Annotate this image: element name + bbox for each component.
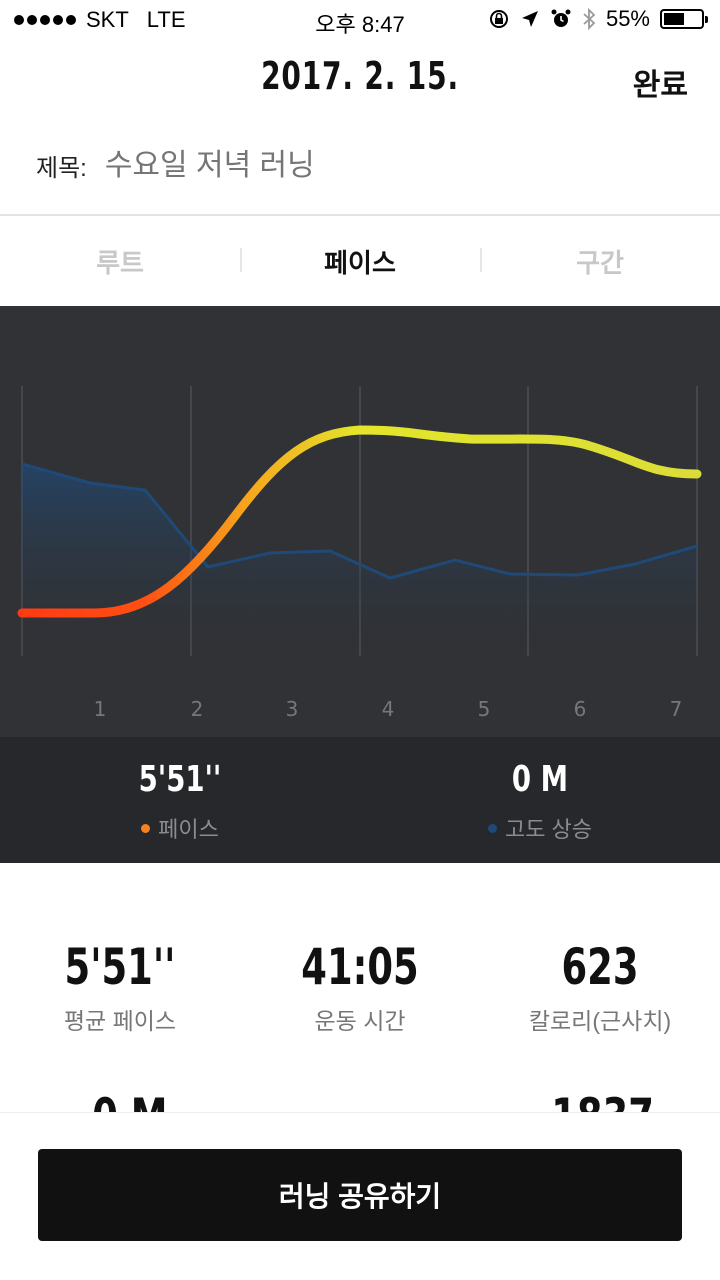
x-axis-ticks: 1 2 3 4 5 6 7	[94, 697, 683, 721]
stat-calories: 623 칼로리(근사치)	[480, 938, 720, 1036]
x-tick-5: 5	[478, 697, 491, 721]
page-title-date: 2017. 2. 15.	[261, 54, 459, 98]
elevation-area	[22, 464, 697, 656]
stats-second-row: 0 M 1837	[0, 1088, 720, 1112]
carrier-name: SKT	[86, 7, 129, 32]
orientation-lock-icon	[489, 10, 508, 28]
title-label: 제목:	[36, 155, 87, 182]
x-tick-1: 1	[94, 697, 107, 721]
status-right: 55%	[488, 6, 708, 32]
pace-summary-label: 페이스	[158, 817, 219, 842]
stat-value: 41:05	[301, 938, 419, 996]
pace-chart-svg: 1 2 3 4 5 6 7	[17, 386, 702, 721]
location-arrow-icon	[521, 11, 538, 27]
tab-route[interactable]: 루트	[96, 247, 144, 278]
status-bar: SKT LTE 오후 8:47 55%	[0, 0, 720, 40]
pace-line	[17, 425, 702, 618]
pace-chart[interactable]: 1 2 3 4 5 6 7	[0, 306, 720, 737]
x-tick-7: 7	[670, 697, 683, 721]
elevation-summary-label: 고도 상승	[504, 817, 593, 842]
stat-label: 평균 페이스	[63, 1008, 177, 1034]
pace-summary: 5'51'' 페이스	[60, 759, 300, 844]
chart-summary: 5'51'' 페이스 0 M 고도 상승	[0, 737, 720, 863]
x-tick-4: 4	[382, 697, 395, 721]
stat-steps-partial: 1837	[551, 1088, 654, 1112]
tab-splits[interactable]: 구간	[576, 247, 624, 278]
elevation-summary-value: 0 M	[511, 759, 569, 800]
stat-duration: 41:05 운동 시간	[240, 938, 480, 1036]
battery-percent: 55%	[605, 6, 650, 31]
status-time: 오후 8:47	[315, 12, 405, 37]
stat-value: 5'51''	[64, 938, 176, 996]
x-tick-6: 6	[574, 697, 587, 721]
tab-bar: 루트 페이스 구간	[0, 216, 720, 306]
stat-avg-pace: 5'51'' 평균 페이스	[0, 938, 240, 1036]
pace-legend-dot	[141, 823, 151, 833]
x-tick-2: 2	[191, 697, 204, 721]
stat-label: 운동 시간	[314, 1008, 406, 1034]
stat-label: 칼로리(근사치)	[528, 1008, 672, 1034]
share-run-button[interactable]: 러닝 공유하기	[38, 1149, 682, 1241]
elevation-summary: 0 M 고도 상승	[420, 759, 660, 844]
elevation-line	[21, 462, 698, 580]
status-left: SKT LTE	[14, 7, 186, 33]
tab-pace[interactable]: 페이스	[324, 247, 396, 278]
stat-value: 623	[561, 938, 639, 996]
signal-strength-icon	[14, 15, 76, 25]
tab-separator	[480, 248, 482, 272]
x-tick-3: 3	[286, 697, 299, 721]
network-type: LTE	[146, 7, 186, 32]
stat-elevation-partial: 0 M	[92, 1088, 167, 1112]
tab-separator	[240, 248, 242, 272]
pace-summary-value: 5'51''	[138, 759, 222, 800]
bluetooth-icon	[583, 8, 596, 30]
title-row: 제목:	[36, 148, 645, 183]
divider	[0, 214, 720, 216]
title-input[interactable]	[104, 148, 645, 183]
battery-icon	[660, 9, 708, 29]
done-button[interactable]: 완료	[632, 69, 688, 102]
alarm-icon	[551, 9, 571, 27]
elevation-legend-dot	[487, 823, 497, 833]
